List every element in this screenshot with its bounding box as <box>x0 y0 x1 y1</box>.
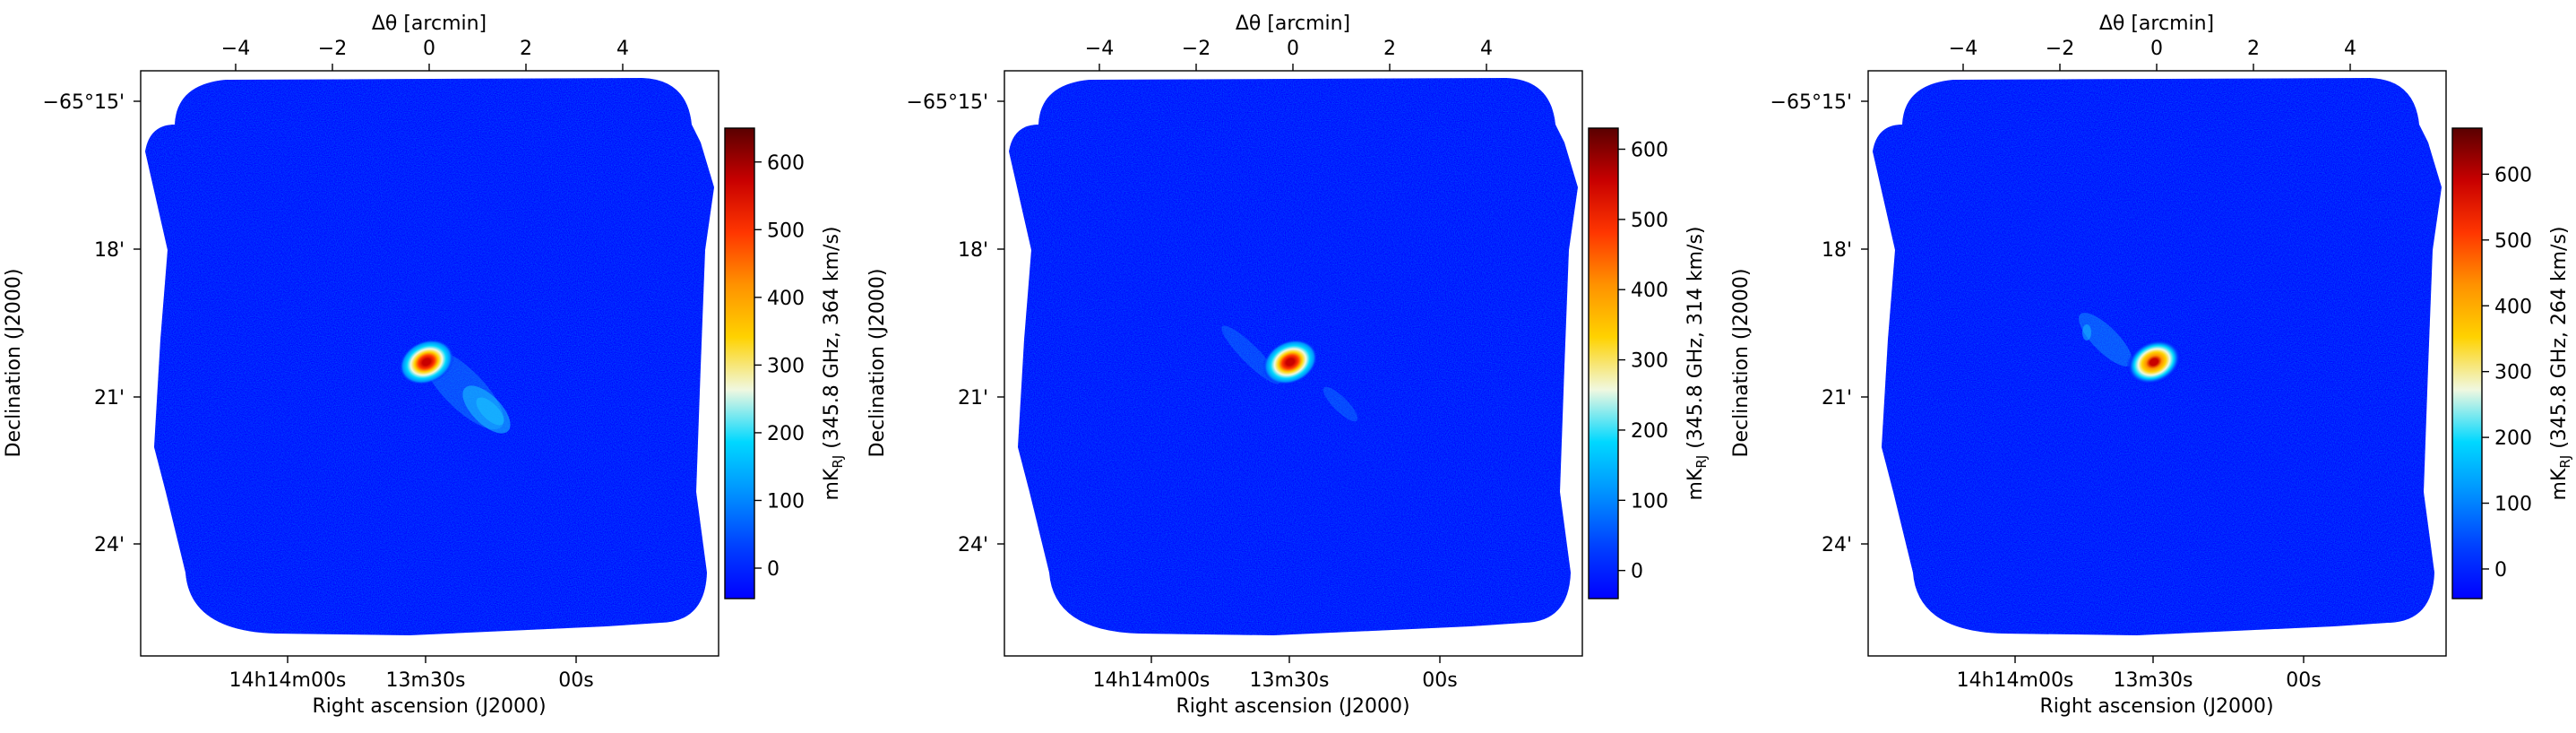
colorbar-tick-label: 100 <box>1631 490 1668 513</box>
top-tick-label: −2 <box>1182 38 1210 60</box>
top-tick-label: 4 <box>616 38 629 60</box>
colorbar-tick-label: 500 <box>1631 210 1668 232</box>
top-tick-label: 4 <box>2344 38 2356 60</box>
colorbar-tick-label: 0 <box>2494 559 2507 582</box>
colorbar-tick-label: 600 <box>1631 140 1668 162</box>
y-axis-label: Declination (J2000) <box>3 269 25 458</box>
top-tick-label: 2 <box>520 38 532 60</box>
top-tick-label: −4 <box>1085 38 1114 60</box>
x-axis-label: Right ascension (J2000) <box>1176 695 1409 718</box>
top-tick-label: 2 <box>1383 38 1396 60</box>
ra-tick-label: 00s <box>558 669 593 692</box>
dec-tick-label: −65°15' <box>43 91 125 114</box>
chart-panel-2: −4 −2 0 2 4 Δθ [arcmin] 14h14m00s 13m30s 00s Righ… <box>866 13 1710 718</box>
dec-tick-label: 21' <box>958 387 988 410</box>
top-tick-label: 4 <box>1480 38 1493 60</box>
colorbar-tick-label: 100 <box>2494 494 2532 516</box>
colorbar-label: mKRJ (345.8 GHz, 314 km/s) <box>1684 226 1710 500</box>
dec-tick-label: 21' <box>1822 387 1852 410</box>
dec-tick-label: −65°15' <box>907 91 988 114</box>
colorbar <box>2452 128 2482 599</box>
top-tick-label: −4 <box>1949 38 1977 60</box>
colorbar <box>725 128 754 599</box>
colorbar-tick-label: 500 <box>2494 230 2532 253</box>
ra-tick-label: 00s <box>2286 669 2321 692</box>
extended-emission <box>476 397 504 426</box>
top-tick-label: 2 <box>2247 38 2260 60</box>
colorbar-tick-label: 200 <box>1631 420 1668 443</box>
top-tick-label: −2 <box>318 38 347 60</box>
bright-source <box>1262 339 1318 385</box>
colorbar-frame <box>724 127 755 599</box>
dec-tick-label: 18' <box>94 239 125 262</box>
colorbar-frame <box>2451 127 2483 599</box>
dec-tick-label: −65°15' <box>1770 91 1852 114</box>
top-tick-label: 0 <box>2150 38 2163 60</box>
colorbar-tick-label: 200 <box>2494 427 2532 450</box>
chart-panel-1: −4 −2 0 2 4 Δθ [arcmin] 14h14m00s 13m30s 00s Righ… <box>3 13 846 718</box>
colorbar-frame <box>1588 127 1619 599</box>
colorbar-tick-label: 600 <box>2494 164 2532 186</box>
chart-panel-3: −4 −2 0 2 4 Δθ [arcmin] 14h14m00s 13m30s 00s Righ… <box>1730 13 2573 718</box>
ra-tick-label: 14h14m00s <box>1093 669 1210 692</box>
colorbar-tick-label: 0 <box>767 558 780 581</box>
y-axis-label: Declination (J2000) <box>866 269 889 458</box>
ra-tick-label: 00s <box>1422 669 1457 692</box>
top-axis-label: Δθ [arcmin] <box>2099 13 2214 35</box>
dec-tick-label: 24' <box>1822 534 1852 556</box>
y-axis-label: Declination (J2000) <box>1730 269 1753 458</box>
extended-emission <box>1322 386 1358 422</box>
x-axis-label: Right ascension (J2000) <box>312 695 546 718</box>
dec-tick-label: 18' <box>1822 239 1852 262</box>
top-tick-label: 0 <box>423 38 435 60</box>
ra-tick-label: 13m30s <box>1250 669 1330 692</box>
dec-tick-label: 24' <box>94 534 125 556</box>
bright-source <box>2126 339 2182 385</box>
ra-tick-label: 14h14m00s <box>229 669 347 692</box>
x-axis-label: Right ascension (J2000) <box>2039 695 2273 718</box>
extended-emission <box>2082 324 2091 341</box>
colorbar-tick-label: 400 <box>2494 296 2532 318</box>
colorbar-tick-label: 300 <box>2494 362 2532 384</box>
top-axis-label: Δθ [arcmin] <box>1236 13 1350 35</box>
colorbar-tick-label: 200 <box>767 423 805 445</box>
top-tick-label: −2 <box>2046 38 2074 60</box>
dec-tick-label: 24' <box>958 534 988 556</box>
colorbar-tick-label: 300 <box>1631 350 1668 373</box>
colorbar-label: mKRJ (345.8 GHz, 364 km/s) <box>821 226 846 500</box>
bright-source <box>399 339 454 385</box>
colorbar-tick-label: 600 <box>767 152 805 175</box>
ra-tick-label: 13m30s <box>2114 669 2193 692</box>
colorbar <box>1589 128 1618 599</box>
ra-tick-label: 13m30s <box>386 669 466 692</box>
colorbar-tick-label: 300 <box>767 355 805 377</box>
extended-emission <box>2079 313 2132 366</box>
dec-tick-label: 21' <box>94 387 125 410</box>
colorbar-tick-label: 100 <box>767 490 805 513</box>
top-tick-label: −4 <box>221 38 250 60</box>
dec-tick-label: 18' <box>958 239 988 262</box>
colorbar-tick-label: 400 <box>1631 280 1668 302</box>
colorbar-tick-label: 400 <box>767 288 805 310</box>
colorbar-tick-label: 0 <box>1631 561 1643 583</box>
colorbar-tick-label: 500 <box>767 220 805 242</box>
ra-tick-label: 14h14m00s <box>1957 669 2074 692</box>
colorbar-label: mKRJ (345.8 GHz, 264 km/s) <box>2548 226 2573 500</box>
top-tick-label: 0 <box>1287 38 1299 60</box>
top-axis-label: Δθ [arcmin] <box>372 13 487 35</box>
